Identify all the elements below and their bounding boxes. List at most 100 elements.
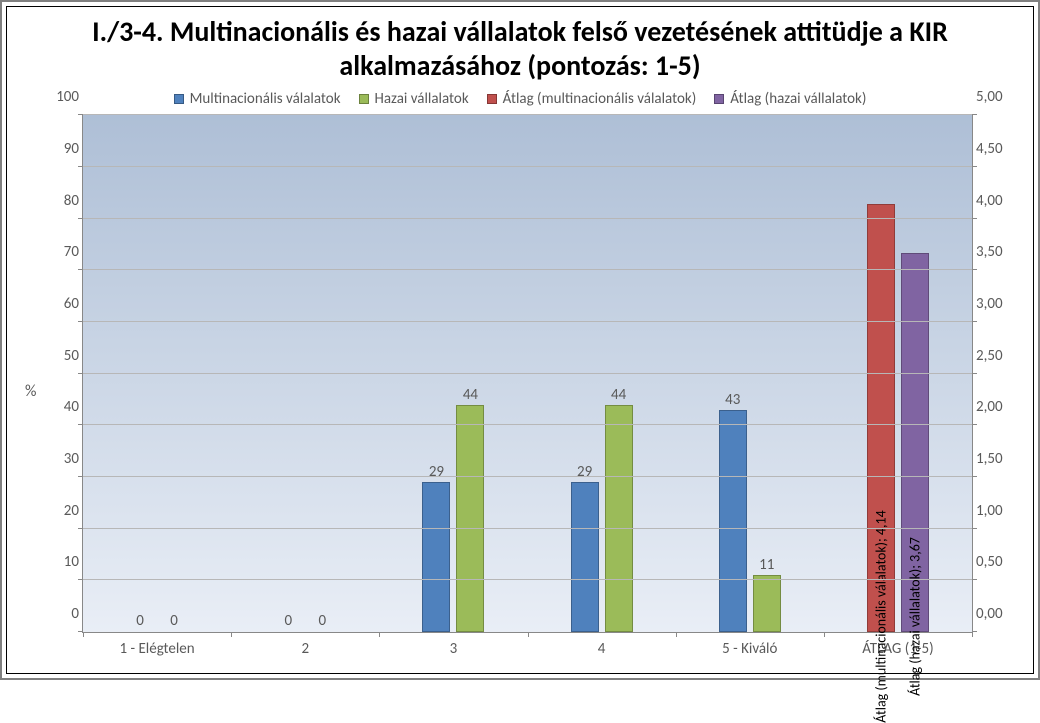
legend-swatch bbox=[174, 94, 184, 104]
grid-line bbox=[83, 269, 972, 270]
x-tick-mark bbox=[83, 632, 84, 637]
bar: 29 bbox=[571, 482, 599, 632]
y-tick-mark-left bbox=[78, 579, 83, 580]
y-tick-left: 30 bbox=[45, 450, 79, 468]
grid-line bbox=[83, 476, 972, 477]
y-tick-mark-left bbox=[78, 476, 83, 477]
bar: 44 bbox=[605, 405, 633, 632]
y-tick-mark-right bbox=[972, 218, 977, 219]
bar-value-label: 44 bbox=[611, 386, 626, 404]
legend-item: Átlag (multinacionális válalatok) bbox=[487, 90, 697, 108]
x-axis-label: 5 - Kiváló bbox=[676, 640, 824, 658]
category: ÁTLAG (1-5)Átlag (multinacionális válala… bbox=[824, 115, 972, 632]
y-tick-mark-right bbox=[972, 321, 977, 322]
chart-legend: Multinacionális válalatok Hazai vállalato… bbox=[7, 86, 1033, 114]
y-tick-mark-left bbox=[78, 166, 83, 167]
legend-item: Multinacionális válalatok bbox=[174, 90, 341, 108]
y-tick-left: 60 bbox=[45, 295, 79, 313]
y-tick-mark-left bbox=[78, 528, 83, 529]
bar-value-label: 29 bbox=[577, 463, 592, 481]
chart-inner-frame: I./3-4. Multinacionális és hazai vállala… bbox=[6, 6, 1034, 674]
legend-item: Átlag (hazai vállalatok) bbox=[714, 90, 866, 108]
bar: 44 bbox=[456, 405, 484, 632]
y-tick-left: 90 bbox=[45, 140, 79, 158]
y-tick-left: 100 bbox=[45, 88, 79, 106]
y-tick-mark-right bbox=[972, 373, 977, 374]
x-axis-label: ÁTLAG (1-5) bbox=[824, 640, 972, 658]
bar-value-label-vertical: Átlag (multinacionális válalatok); 4,14 bbox=[872, 510, 889, 722]
legend-swatch bbox=[487, 94, 497, 104]
y-tick-mark-right bbox=[972, 166, 977, 167]
bar-value-label: 0 bbox=[170, 612, 178, 630]
category: 5 - Kiváló4311 bbox=[676, 115, 824, 632]
legend-label: Multinacionális válalatok bbox=[190, 90, 341, 108]
legend-label: Hazai vállalatok bbox=[375, 90, 469, 108]
y-tick-right: 3,00 bbox=[976, 295, 1016, 313]
category: 32944 bbox=[379, 115, 527, 632]
y-tick-mark-right bbox=[972, 579, 977, 580]
legend-item: Hazai vállalatok bbox=[359, 90, 469, 108]
chart-outer-frame: I./3-4. Multinacionális és hazai vállala… bbox=[0, 0, 1040, 680]
grid-line bbox=[83, 424, 972, 425]
plot-area: 1 - Elégtelen0020032944429445 - Kiváló43… bbox=[82, 114, 973, 633]
bar-value-label: 0 bbox=[136, 612, 144, 630]
bar-value-label: 0 bbox=[284, 612, 292, 630]
bar: 29 bbox=[422, 482, 450, 632]
bar-value-label: 43 bbox=[725, 391, 740, 409]
legend-swatch bbox=[714, 94, 724, 104]
y-tick-left: 10 bbox=[45, 553, 79, 571]
y-tick-mark-right bbox=[972, 424, 977, 425]
y-axis-left-label: % bbox=[25, 382, 36, 401]
bar-value-label: 0 bbox=[318, 612, 326, 630]
bar: 43 bbox=[719, 410, 747, 632]
y-tick-mark-right bbox=[972, 114, 977, 115]
x-axis-label: 3 bbox=[379, 640, 527, 658]
y-tick-right: 1,00 bbox=[976, 502, 1016, 520]
y-tick-right: 3,50 bbox=[976, 243, 1016, 261]
grid-line bbox=[83, 528, 972, 529]
y-tick-mark-right bbox=[972, 528, 977, 529]
category: 1 - Elégtelen00 bbox=[83, 115, 231, 632]
y-tick-mark-left bbox=[78, 114, 83, 115]
grid-line bbox=[83, 321, 972, 322]
category: 200 bbox=[231, 115, 379, 632]
bar-value-label: 11 bbox=[759, 556, 774, 574]
bar-value-label: 44 bbox=[463, 386, 478, 404]
y-tick-right: 0,50 bbox=[976, 553, 1016, 571]
y-tick-mark-left bbox=[78, 373, 83, 374]
grid-line bbox=[83, 166, 972, 167]
bar: Átlag (hazai vállalatok); 3,67 bbox=[901, 253, 929, 632]
legend-label: Átlag (hazai vállalatok) bbox=[730, 90, 866, 108]
categories-container: 1 - Elégtelen0020032944429445 - Kiváló43… bbox=[83, 115, 972, 632]
y-tick-mark-left bbox=[78, 424, 83, 425]
bar-value-label: 29 bbox=[429, 463, 444, 481]
x-tick-mark bbox=[231, 632, 232, 637]
x-axis-label: 2 bbox=[231, 640, 379, 658]
bar: 11 bbox=[753, 575, 781, 632]
x-tick-mark bbox=[972, 632, 973, 637]
legend-label: Átlag (multinacionális válalatok) bbox=[503, 90, 697, 108]
y-tick-right: 4,50 bbox=[976, 140, 1016, 158]
x-tick-mark bbox=[379, 632, 380, 637]
y-tick-right: 1,50 bbox=[976, 450, 1016, 468]
chart-title: I./3-4. Multinacionális és hazai vállala… bbox=[7, 7, 1033, 86]
legend-swatch bbox=[359, 94, 369, 104]
y-tick-mark-right bbox=[972, 476, 977, 477]
x-tick-mark bbox=[676, 632, 677, 637]
y-tick-left: 80 bbox=[45, 192, 79, 210]
y-tick-right: 5,00 bbox=[976, 88, 1016, 106]
y-tick-right: 4,00 bbox=[976, 192, 1016, 210]
y-tick-right: 2,50 bbox=[976, 347, 1016, 365]
chart-area: % 1 - Elégtelen0020032944429445 - Kiváló… bbox=[7, 114, 1033, 673]
category: 42944 bbox=[528, 115, 676, 632]
x-tick-mark bbox=[528, 632, 529, 637]
y-tick-mark-left bbox=[78, 269, 83, 270]
y-tick-left: 0 bbox=[45, 605, 79, 623]
y-tick-left: 70 bbox=[45, 243, 79, 261]
grid-line bbox=[83, 218, 972, 219]
y-tick-mark-left bbox=[78, 218, 83, 219]
x-axis-label: 4 bbox=[528, 640, 676, 658]
y-tick-mark-left bbox=[78, 321, 83, 322]
grid-line bbox=[83, 114, 972, 115]
y-tick-left: 40 bbox=[45, 398, 79, 416]
